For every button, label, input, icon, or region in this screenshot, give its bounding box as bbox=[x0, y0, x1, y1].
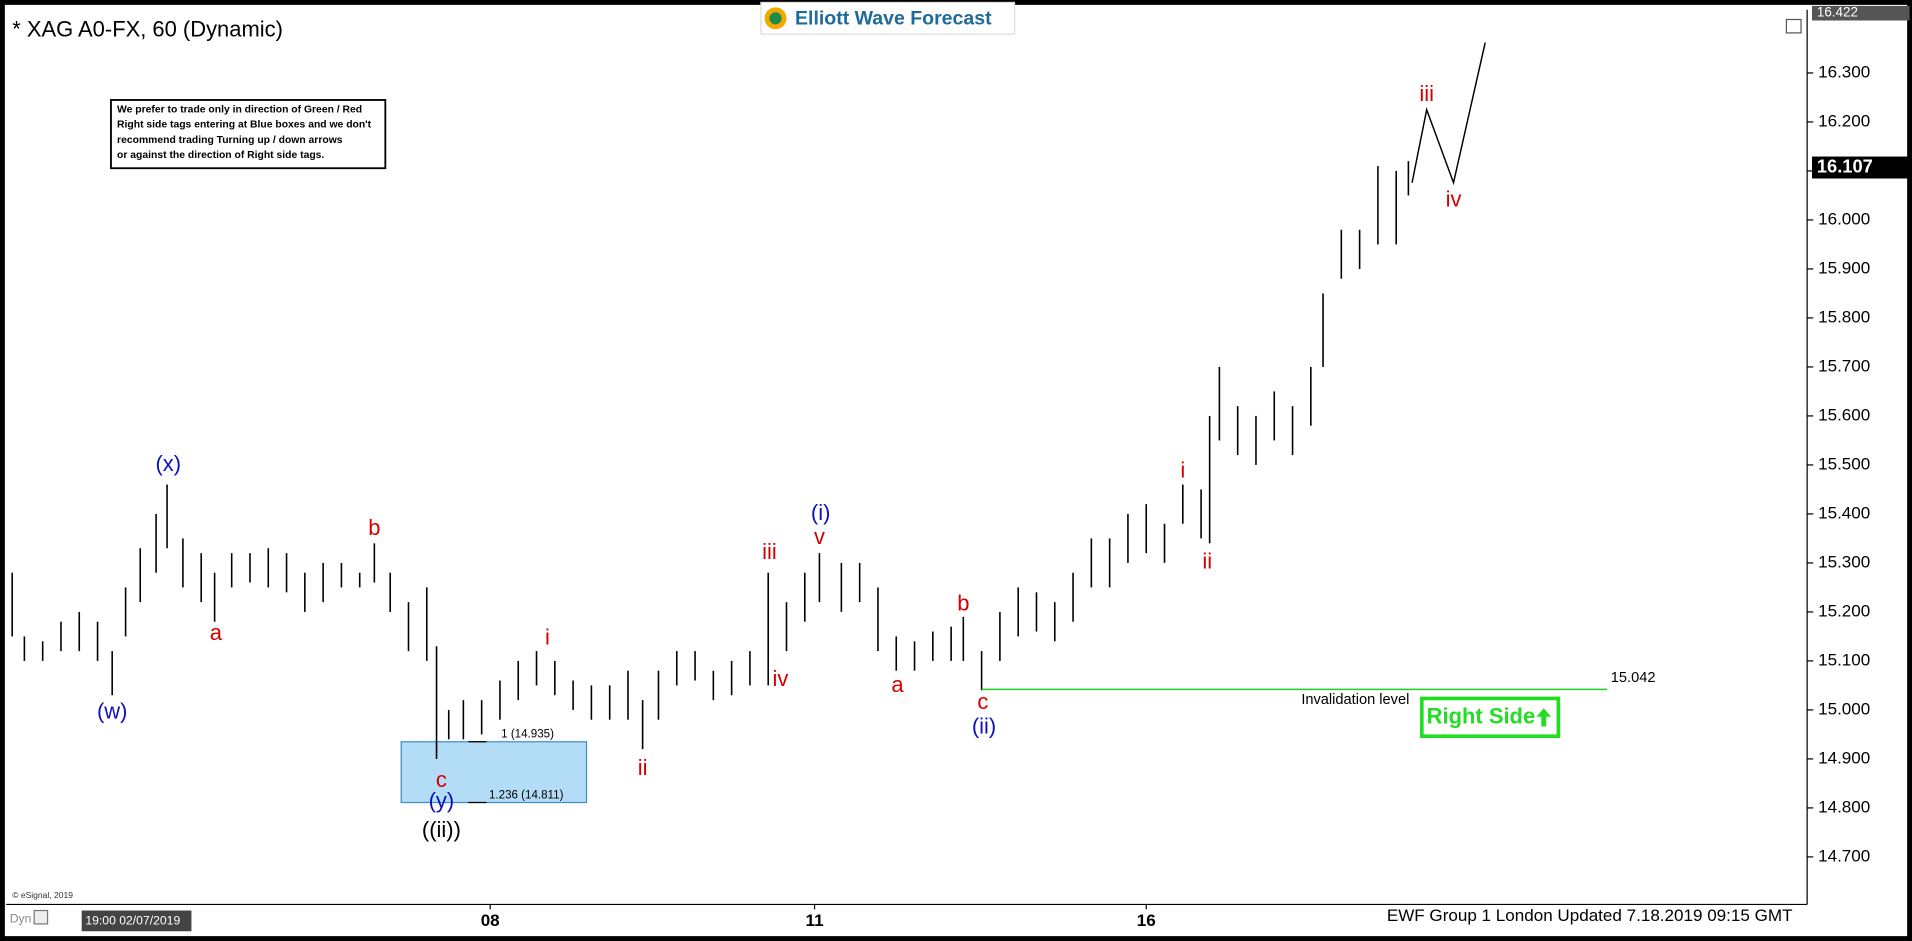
cursor-box bbox=[81, 910, 192, 932]
y-tick-label: 15.600 bbox=[1818, 405, 1870, 424]
y-tick-label: 16.200 bbox=[1818, 111, 1870, 130]
y-tick-label: 15.300 bbox=[1818, 552, 1870, 571]
wave-label: iii bbox=[1419, 81, 1434, 106]
note-line: Right side tags entering at Blue boxes a… bbox=[117, 120, 372, 131]
wave-label: ii bbox=[638, 755, 648, 780]
logo-text: Elliott Wave Forecast bbox=[795, 8, 992, 30]
y-tick-label: 15.200 bbox=[1818, 601, 1870, 620]
y-tick-label: 16.300 bbox=[1818, 62, 1870, 81]
badge-text: Right Side bbox=[1427, 704, 1535, 729]
y-tick-label: 16.000 bbox=[1818, 209, 1870, 228]
note-line: or against the direction of Right side t… bbox=[117, 150, 324, 161]
top-price-box bbox=[1812, 5, 1910, 21]
logo-icon-inner bbox=[769, 12, 782, 25]
wave-label: (i) bbox=[811, 500, 831, 525]
y-tick-label: 14.800 bbox=[1818, 797, 1870, 816]
wave-label: v bbox=[814, 524, 825, 549]
wave-label: iii bbox=[762, 539, 777, 564]
wave-label: c bbox=[977, 689, 988, 714]
mode-icon[interactable] bbox=[33, 909, 49, 925]
chart-title: * XAG A0-FX, 60 (Dynamic) bbox=[12, 16, 283, 41]
y-tick-label: 15.400 bbox=[1818, 503, 1870, 522]
fib-level-label: 1 (14.935) bbox=[501, 729, 554, 741]
note-frame bbox=[110, 99, 387, 170]
badge-frame bbox=[1419, 696, 1561, 739]
top-price-label: 16.422 bbox=[1817, 5, 1858, 20]
footer-updated: EWF Group 1 London Updated 7.18.2019 09:… bbox=[1387, 906, 1793, 925]
y-tick-label: 15.500 bbox=[1818, 454, 1870, 473]
wave-label: b bbox=[957, 590, 969, 615]
wave-label: b bbox=[368, 515, 380, 540]
y-tick-label: 15.700 bbox=[1818, 356, 1870, 375]
wave-label: iv bbox=[772, 666, 788, 691]
wave-label: (ii) bbox=[972, 713, 996, 738]
last-price-box bbox=[1812, 156, 1912, 179]
badge-arrow bbox=[1536, 708, 1552, 727]
y-tick-label: 15.000 bbox=[1818, 699, 1870, 718]
y-tick-label: 14.700 bbox=[1818, 846, 1870, 865]
note-box: We prefer to trade only in direction of … bbox=[110, 99, 387, 170]
logo-box bbox=[760, 1, 1016, 35]
window-button[interactable] bbox=[1785, 18, 1802, 34]
y-tick-label: 14.900 bbox=[1818, 748, 1870, 767]
wave-label: i bbox=[545, 625, 550, 650]
wave-label: c bbox=[436, 767, 447, 792]
wave-label: iv bbox=[1446, 187, 1462, 212]
x-tick-label: 16 bbox=[1137, 911, 1156, 930]
copyright: © eSignal, 2019 bbox=[12, 890, 73, 900]
wave-label: a bbox=[891, 672, 904, 697]
y-tick-label: 15.900 bbox=[1818, 258, 1870, 277]
right-side-badge: Right Side bbox=[1419, 696, 1561, 739]
cursor-label: 19:00 02/07/2019 bbox=[85, 914, 180, 928]
wave-label: ((ii)) bbox=[422, 817, 461, 842]
wave-label: (y) bbox=[429, 788, 455, 813]
wave-label: (x) bbox=[155, 451, 181, 476]
y-tick-label: 15.100 bbox=[1818, 650, 1870, 669]
fib-box bbox=[400, 741, 588, 804]
wave-label: ii bbox=[1202, 549, 1212, 574]
x-tick-label: 08 bbox=[481, 911, 500, 930]
wave-label: a bbox=[210, 620, 223, 645]
x-tick-label: 11 bbox=[806, 911, 824, 930]
last-price-label: 16.107 bbox=[1817, 155, 1873, 176]
wave-label: i bbox=[1180, 458, 1185, 483]
projection-line bbox=[1411, 42, 1486, 186]
invalidation-value: 15.042 bbox=[1611, 670, 1656, 686]
y-tick-label: 15.800 bbox=[1818, 307, 1870, 326]
logo: Elliott Wave Forecast bbox=[760, 1, 1016, 35]
note-line: We prefer to trade only in direction of … bbox=[117, 104, 362, 115]
wave-label: (w) bbox=[97, 699, 127, 724]
fib-level-label: 1.236 (14.811) bbox=[489, 789, 564, 801]
invalidation-label: Invalidation level bbox=[1301, 692, 1409, 708]
mode-label: Dyn bbox=[10, 911, 32, 925]
note-line: recommend trading Turning up / down arro… bbox=[117, 135, 343, 146]
